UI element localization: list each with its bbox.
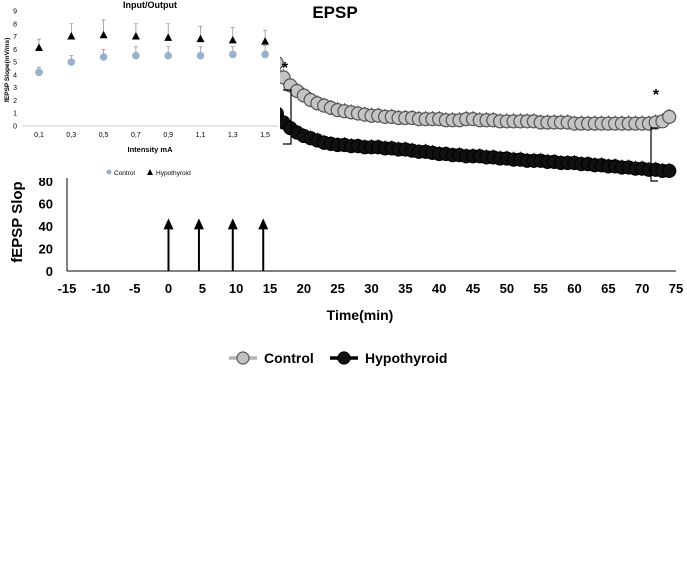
bracket-late	[650, 127, 658, 182]
main-y-label: fEPSP Slop	[9, 181, 26, 262]
inset-y-tick-label: 3	[13, 85, 17, 92]
inset-y-tick-label: 2	[13, 98, 17, 105]
legend-control-marker	[236, 351, 250, 365]
inset-series	[35, 19, 270, 77]
main-x-tick-label: 5	[199, 281, 206, 296]
main-x-tick-label: 60	[567, 281, 581, 296]
inset-y-tick-label: 9	[13, 9, 17, 16]
inset-series-control	[35, 45, 269, 77]
inset-y-tick-label: 1	[13, 111, 17, 118]
main-x-tick-label: 70	[635, 281, 649, 296]
inset-y-tick-label: 7	[13, 34, 17, 41]
inset-data-point	[229, 50, 237, 59]
main-series	[269, 54, 677, 178]
inset-data-point	[35, 43, 43, 52]
inset-legend: Control Hypothyroid	[106, 169, 191, 177]
main-y-tick-label: 40	[39, 219, 53, 234]
inset-data-point	[164, 51, 172, 60]
inset-legend-control-label: Control	[114, 170, 136, 177]
main-x-tick-label: 45	[466, 281, 480, 296]
inset-chart: Input/Output fEPSP Slope(mV/ms) 0 1 2 3 4 5 6 7…	[0, 0, 280, 178]
inset-y-tick-label: 0	[13, 124, 17, 131]
inset-x-tick-label: 0,5	[99, 132, 109, 139]
inset-y-tick-label: 6	[13, 47, 17, 54]
inset-data-point	[164, 33, 173, 41]
asterisk-late: *	[653, 87, 660, 104]
main-x-tick-label: 0	[165, 281, 172, 296]
main-title: EPSP	[312, 3, 357, 22]
inset-data-point	[196, 34, 205, 43]
stimulus-arrow-head	[163, 218, 174, 230]
main-x-label: Time(min)	[327, 307, 394, 323]
main-legend: Control Hypothyroid	[229, 350, 447, 366]
legend-hypo-marker	[337, 351, 351, 365]
inset-data-point	[99, 53, 108, 61]
main-x-tick-label: 75	[669, 281, 683, 296]
inset-data-point	[35, 68, 43, 77]
main-x-tick-label: 50	[500, 281, 514, 296]
legend-hypo-label: Hypothyroid	[365, 350, 447, 366]
inset-x-tick-label: 0,9	[163, 132, 173, 139]
main-x-tick-label: 35	[398, 281, 412, 296]
main-x-tick-label: 10	[229, 281, 243, 296]
stimulus-arrow-head	[227, 218, 238, 230]
main-x-tick-label: 20	[297, 281, 311, 296]
main-y-tick-label: 0	[46, 264, 53, 279]
main-y-tick-label: 20	[39, 242, 53, 257]
bracket-early	[283, 89, 292, 145]
inset-y-ticks: 0 1 2 3 4 5 6 7 8 9	[13, 9, 17, 131]
inset-y-tick-label: 5	[13, 60, 17, 67]
stimulus-arrows	[163, 218, 269, 271]
main-x-tick-label: 30	[364, 281, 378, 296]
main-x-ticks: -15 -10 -5 0 5 10 15 20 25 30 35 40 45 50 55 60 65 70 75	[58, 281, 684, 296]
main-x-tick-label: -15	[58, 281, 77, 296]
inset-series-hypothyroid	[35, 19, 270, 52]
stimulus-arrow-head	[193, 218, 204, 230]
inset-x-ticks: 0,1 0,3 0,5 0,7 0,9 1,1 1,3 1,5	[34, 132, 270, 139]
main-x-tick-label: 15	[263, 281, 277, 296]
main-x-tick-label: -5	[129, 281, 141, 296]
inset-legend-hypo-label: Hypothyroid	[156, 170, 191, 177]
inset-x-tick-label: 0,7	[131, 132, 141, 139]
stimulus-arrow-head	[258, 218, 269, 230]
inset-data-point	[131, 32, 140, 40]
inset-data-point	[67, 58, 76, 66]
inset-data-point	[228, 35, 237, 44]
series-control	[269, 54, 677, 131]
inset-title: Input/Output	[123, 0, 177, 10]
main-x-tick-label: 25	[330, 281, 344, 296]
inset-data-point	[261, 50, 269, 59]
inset-x-tick-label: 0,3	[66, 132, 76, 139]
legend-control-label: Control	[264, 350, 314, 366]
inset-y-tick-label: 8	[13, 21, 17, 28]
inset-x-tick-label: 1,5	[260, 132, 270, 139]
inset-y-tick-label: 4	[13, 72, 17, 79]
inset-data-point	[67, 32, 76, 40]
inset-x-label: Intensity mA	[127, 145, 173, 154]
inset-data-point	[132, 51, 140, 60]
main-y-tick-label: 60	[39, 197, 53, 212]
inset-data-point	[99, 30, 108, 39]
inset-legend-hypo-marker	[147, 169, 153, 175]
main-x-tick-label: 40	[432, 281, 446, 296]
inset-legend-control-marker	[106, 169, 112, 175]
data-point	[662, 163, 677, 178]
asterisk-early: *	[282, 60, 289, 77]
inset-x-tick-label: 1,3	[228, 132, 238, 139]
inset-background	[0, 0, 280, 178]
data-point	[662, 109, 677, 124]
inset-x-tick-label: 1,1	[196, 132, 206, 139]
inset-y-label: fEPSP Slope(mV/ms)	[4, 38, 11, 103]
main-x-tick-label: 55	[533, 281, 547, 296]
main-x-tick-label: 65	[601, 281, 615, 296]
inset-x-tick-label: 0,1	[34, 132, 44, 139]
series-hypothyroid	[269, 105, 677, 178]
inset-data-point	[261, 37, 270, 45]
main-x-tick-label: -10	[91, 281, 110, 296]
inset-data-point	[196, 51, 205, 60]
